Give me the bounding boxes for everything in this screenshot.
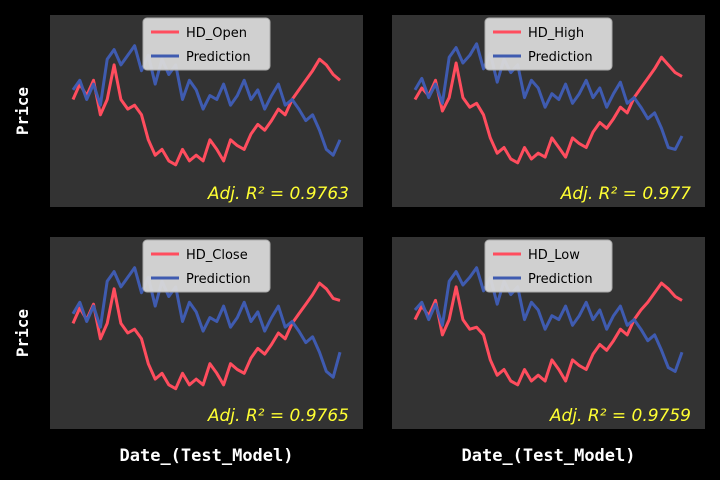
annotation: Adj. R² = 0.9759 [549, 406, 691, 426]
series-line [413, 42, 684, 151]
legend-label: HD_Close [186, 248, 248, 263]
annotation: Adj. R² = 0.9765 [207, 406, 349, 426]
series-line [71, 281, 341, 391]
legend-label: Prediction [186, 272, 251, 287]
annotation: Adj. R² = 0.9763 [207, 184, 349, 204]
x-axis-label: Date_(Test_Model) [120, 446, 294, 466]
legend-label: HD_Open [186, 26, 247, 41]
series-line [71, 266, 342, 379]
legend-label: HD_Low [528, 248, 580, 263]
x-axis-label: Date_(Test_Model) [462, 446, 636, 466]
annotation: Adj. R² = 0.977 [560, 184, 691, 204]
series-line [413, 266, 684, 373]
legend-label: Prediction [528, 50, 593, 65]
legend-label: HD_High [528, 26, 584, 41]
legend-label: Prediction [186, 50, 251, 65]
y-axis-label: Price [13, 87, 32, 135]
series-line [71, 57, 341, 167]
series-line [413, 55, 683, 165]
y-axis-label: Price [13, 309, 32, 357]
series-line [71, 44, 342, 157]
series-line [413, 281, 683, 387]
legend-label: Prediction [528, 272, 593, 287]
